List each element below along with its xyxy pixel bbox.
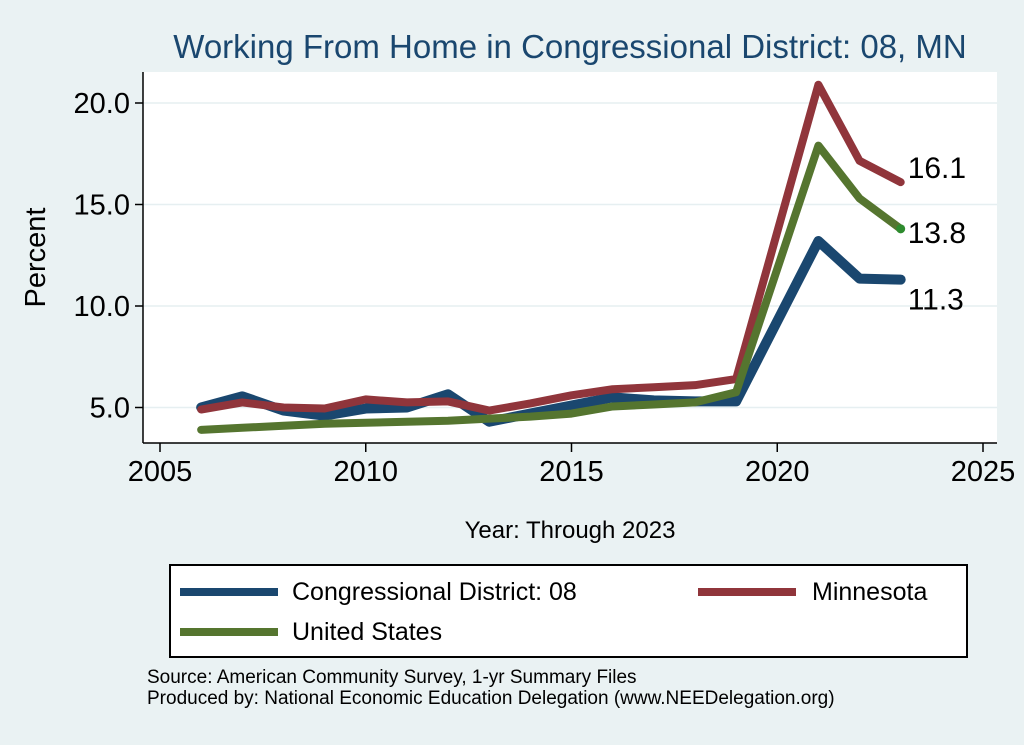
x-axis-label: Year: Through 2023 <box>464 517 676 544</box>
series-line-united-states <box>197 141 905 434</box>
footer-notes: Source: American Community Survey, 1-yr … <box>147 667 835 709</box>
footer-source-line: Source: American Community Survey, 1-yr … <box>147 667 637 688</box>
y-tick-label-10.0: 10.0 <box>74 291 130 323</box>
series-line-minnesota <box>197 80 905 415</box>
legend-swatch-minnesota <box>698 588 796 596</box>
us-end-marker-dot <box>896 224 906 234</box>
y-axis-title: Percent <box>20 208 52 308</box>
y-tick-label-5.0: 5.0 <box>90 393 130 425</box>
legend-box: Congressional District: 08 Minnesota Uni… <box>169 564 968 658</box>
y-tick-label-15.0: 15.0 <box>74 190 130 222</box>
x-tick-label-2020: 2020 <box>745 456 810 488</box>
y-ticks-group: 5.0 10.0 15.0 20.0 <box>74 88 143 425</box>
footer-produced-line: Produced by: National Economic Education… <box>147 687 835 709</box>
plot-svg: 5.0 10.0 15.0 20.0 2005 2010 2015 2020 2025 16.… <box>20 72 1016 488</box>
chart-title: Working From Home in Congressional Distr… <box>173 28 967 65</box>
x-ticks-group: 2005 2010 2015 2020 2025 <box>128 443 1016 488</box>
plot-area-background <box>143 72 997 443</box>
legend-label-united-states: United States <box>292 618 443 646</box>
end-label-minnesota: 16.1 <box>908 152 966 185</box>
legend-swatch-united-states <box>180 628 278 636</box>
legend-swatch-congressional-district-08 <box>180 588 278 596</box>
legend-label-minnesota: Minnesota <box>812 578 928 606</box>
x-tick-label-2005: 2005 <box>128 456 193 488</box>
legend-label-congressional-district-08: Congressional District: 08 <box>292 578 577 606</box>
end-label-united-states: 13.8 <box>908 217 966 250</box>
y-tick-label-20.0: 20.0 <box>74 88 130 120</box>
end-label-congressional-district-08: 11.3 <box>908 284 964 317</box>
x-tick-label-2025: 2025 <box>951 456 1016 488</box>
x-tick-label-2010: 2010 <box>333 456 398 488</box>
x-tick-label-2015: 2015 <box>539 456 604 488</box>
